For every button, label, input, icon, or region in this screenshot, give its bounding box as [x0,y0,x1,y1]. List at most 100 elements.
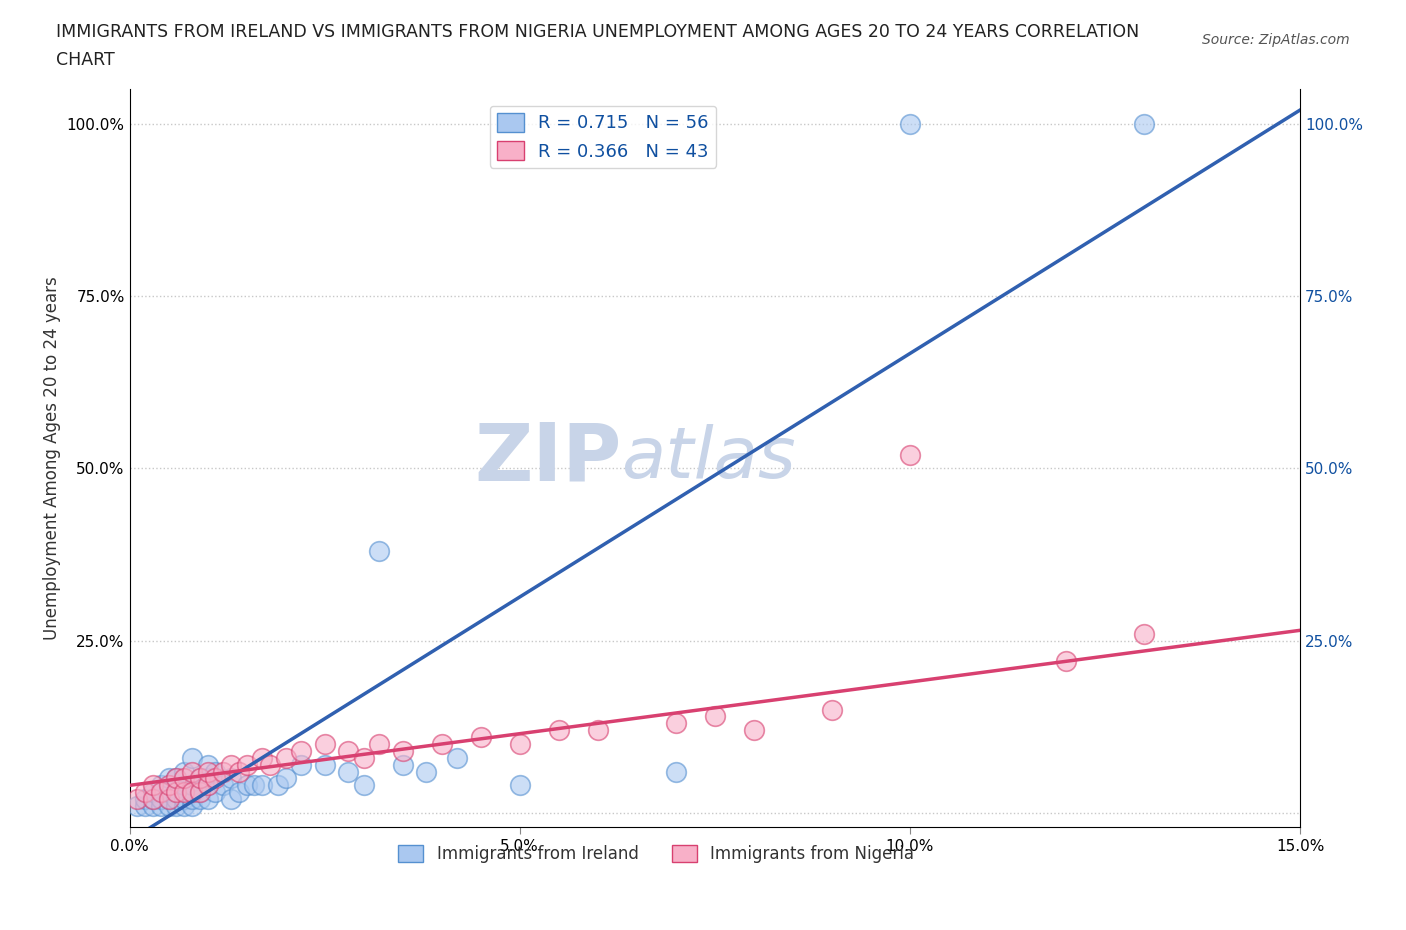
Point [165,771,187,786]
Point [267,777,290,792]
Point [188,785,211,800]
Legend: Immigrants from Ireland, Immigrants from Nigeria: Immigrants from Ireland, Immigrants from… [392,839,921,870]
Point [368,544,391,559]
Point [898,447,921,462]
Point [314,737,336,751]
Point [219,757,242,772]
Point [470,730,492,745]
Point [898,116,921,131]
Point [188,771,211,786]
Point [181,777,204,792]
Point [204,785,226,800]
Point [274,771,297,786]
Point [157,791,180,806]
Point [204,771,226,786]
Point [157,771,180,786]
Point [149,791,172,806]
Point [703,709,725,724]
Point [1133,626,1156,641]
Point [165,791,187,806]
Point [219,771,242,786]
Point [149,799,172,814]
Point [142,799,165,814]
Point [197,791,219,806]
Point [181,799,204,814]
Point [547,723,569,737]
Point [173,799,195,814]
Point [391,757,413,772]
Point [314,757,336,772]
Point [586,723,609,737]
Point [173,777,195,792]
Point [173,764,195,779]
Point [430,737,453,751]
Text: atlas: atlas [621,423,796,493]
Point [181,791,204,806]
Point [165,799,187,814]
Point [368,737,391,751]
Point [391,743,413,758]
Point [1133,116,1156,131]
Point [665,764,688,779]
Point [181,751,204,765]
Point [197,764,219,779]
Point [173,771,195,786]
Point [1054,654,1077,669]
Point [157,799,180,814]
Point [353,751,375,765]
Point [181,785,204,800]
Point [142,791,165,806]
Point [149,777,172,792]
Y-axis label: Unemployment Among Ages 20 to 24 years: Unemployment Among Ages 20 to 24 years [44,276,60,640]
Text: Source: ZipAtlas.com: Source: ZipAtlas.com [1202,33,1350,46]
Point [127,791,149,806]
Text: IMMIGRANTS FROM IRELAND VS IMMIGRANTS FROM NIGERIA UNEMPLOYMENT AMONG AGES 20 TO: IMMIGRANTS FROM IRELAND VS IMMIGRANTS FR… [56,23,1139,41]
Point [274,751,297,765]
Point [134,799,156,814]
Point [188,791,211,806]
Point [157,777,180,792]
Point [197,777,219,792]
Point [157,791,180,806]
Point [228,764,250,779]
Point [235,757,257,772]
Point [127,799,149,814]
Point [204,764,226,779]
Point [181,764,204,779]
Point [509,737,531,751]
Point [337,743,360,758]
Point [250,777,273,792]
Point [165,785,187,800]
Point [243,777,266,792]
Point [235,777,257,792]
Point [142,785,165,800]
Point [742,723,765,737]
Point [290,757,312,772]
Point [212,777,235,792]
Point [165,771,187,786]
Point [134,791,156,806]
Point [188,785,211,800]
Point [665,716,688,731]
Point [142,777,165,792]
Point [181,785,204,800]
Point [173,791,195,806]
Point [165,785,187,800]
Text: CHART: CHART [56,51,115,69]
Point [219,791,242,806]
Point [353,777,375,792]
Point [197,771,219,786]
Point [290,743,312,758]
Point [250,751,273,765]
Point [228,785,250,800]
Point [415,764,437,779]
Point [509,777,531,792]
Point [337,764,360,779]
Point [149,785,172,800]
Point [197,757,219,772]
Point [134,785,156,800]
Point [197,777,219,792]
Point [157,785,180,800]
Point [259,757,281,772]
Point [173,785,195,800]
